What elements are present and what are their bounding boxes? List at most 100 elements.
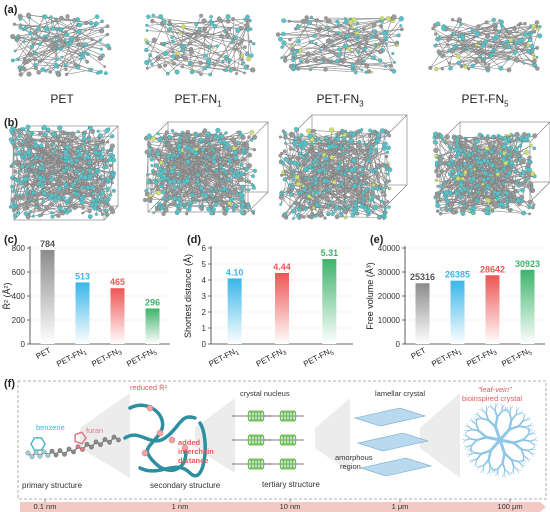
cell-molecules-pet-fn3 [278,127,393,221]
added-label-3: distance [178,456,208,465]
bar-value-label: 513 [75,271,90,281]
bar [520,269,535,344]
y-axis-label: R̄² (Å²) [2,283,12,310]
leaf-vein-label-2: bioinspired crystal [462,394,522,403]
y-tick-label: 10000 [378,316,401,325]
schematic-frame [17,380,547,500]
crystal-nucleus-coils [232,410,304,470]
lamellar-crystal-label: lamellar crystal [375,389,425,398]
bar [110,288,125,344]
molecule-label-pet: PET [50,92,74,106]
x-tick-label: PET-FN3 [90,346,124,371]
y-tick-label: 6 [202,244,207,253]
y-tick-label: 800 [12,244,26,253]
y-axis-label: Shortest distance (Å) [183,254,193,338]
bar-value-label: 4.10 [226,267,244,277]
x-tick-label: PET-FN1 [207,346,241,371]
y-tick-label: 40000 [378,244,401,253]
bar [415,283,430,344]
zoom-cone [420,393,460,478]
panel-label-b: (b) [4,117,19,129]
bar-value-label: 4.44 [273,262,291,272]
leaf-vein-label-1: "leaf-vein" [478,385,512,394]
crystal-nucleus-label: crystal nucleus [240,389,290,398]
y-tick-label: 20000 [378,292,401,301]
scale-label: 100 μm [497,502,522,511]
molecule-pet-fn3 [275,14,404,75]
bar-value-label: 5.31 [321,248,339,258]
y-tick-label: 200 [12,316,26,325]
panel-label-c: (c) [4,234,18,246]
furan-ring [74,431,87,445]
molecule-label-pet-fn5: PET-FN5 [461,92,509,109]
scale-arrow [20,502,546,512]
y-tick-label: 5 [202,260,207,269]
bar-chart-shortest-distance: 0 1 2 3 4 5 6 Shortest distance (Å) 4.10 PET-FN1 4… [183,244,353,371]
tertiary-structure-label: tertiary structure [262,480,320,489]
leaf-vein-crystal [461,402,539,478]
zoom-cone [80,393,130,478]
benzene-label: benzene [36,423,65,432]
cell-molecules-pet-fn1 [143,127,258,216]
bar [450,280,465,344]
y-axis-label: Free volume (Å³) [365,262,375,330]
added-label-2: interchain [178,447,214,456]
y-tick-label: 0 [21,340,26,349]
cell-molecules-pet-fn5 [432,131,538,216]
y-tick-label: 0 [202,340,207,349]
benzene-ring [30,437,46,451]
primary-structure-label: primary structure [22,481,83,490]
y-tick-label: 3 [202,292,207,301]
scale-label: 1 nm [172,502,189,511]
bar-chart-radius-of-gyration: 0 200 400 600 800 R̄² (Å²) 784 PET 513 PET-FN1 465… [2,239,170,371]
y-tick-label: 400 [12,292,26,301]
x-tick-label: PET-FN1 [430,346,464,371]
y-tick-label: 4 [202,276,207,285]
panel-label-f: (f) [4,378,15,390]
cell-molecules-pet [8,124,117,220]
molecule-pet [10,12,112,77]
bar-value-label: 784 [40,239,55,249]
molecule-pet-fn1 [144,13,256,77]
added-label-1: added [178,438,201,447]
bar [227,278,242,344]
molecule-label-pet-fn1: PET-FN1 [174,92,222,109]
furan-label: furan [86,426,103,435]
amorphous-label-2: region [340,462,361,471]
x-tick-label: PET-FN3 [465,346,499,371]
bar-value-label: 30923 [515,259,540,269]
bar [75,282,90,344]
x-tick-label: PET-FN5 [302,346,336,371]
x-tick-label: PET-FN1 [55,346,89,371]
bar [275,272,289,344]
bar [40,249,55,344]
y-tick-label: 2 [202,308,207,317]
secondary-structure-strands [123,403,207,478]
y-tick-label: 600 [12,268,26,277]
lamellar-crystal-stack [353,407,433,477]
amorphous-label-1: amorphous [335,453,373,462]
bar-value-label: 26385 [445,270,470,280]
bar-value-label: 28642 [480,264,505,274]
x-tick-label: PET [34,346,52,361]
zoom-cone [315,398,350,473]
bar [145,308,160,344]
x-tick-label: PET-FN5 [500,346,534,371]
bar [322,259,337,344]
y-tick-label: 0 [396,340,401,349]
scale-label: 1 μm [392,502,409,511]
panel-label-d: (d) [187,234,202,246]
x-tick-label: PET-FN5 [125,346,159,371]
x-tick-label: PET [409,346,427,361]
single-chain-molecule-renderings [10,12,543,77]
y-tick-label: 1 [202,324,207,333]
hierarchical-structure-schematic: benzene furan reduced R̄² addedinterchaindi… [17,380,547,512]
bar [485,275,500,344]
bar-value-label: 25316 [410,272,435,282]
y-tick-label: 30000 [378,268,401,277]
reduced-label: reduced R̄² [130,383,168,392]
x-tick-label: PET-FN3 [255,346,289,371]
panel-label-a: (a) [4,4,18,16]
scale-label: 10 nm [280,502,301,511]
secondary-structure-label: secondary structure [150,481,221,490]
